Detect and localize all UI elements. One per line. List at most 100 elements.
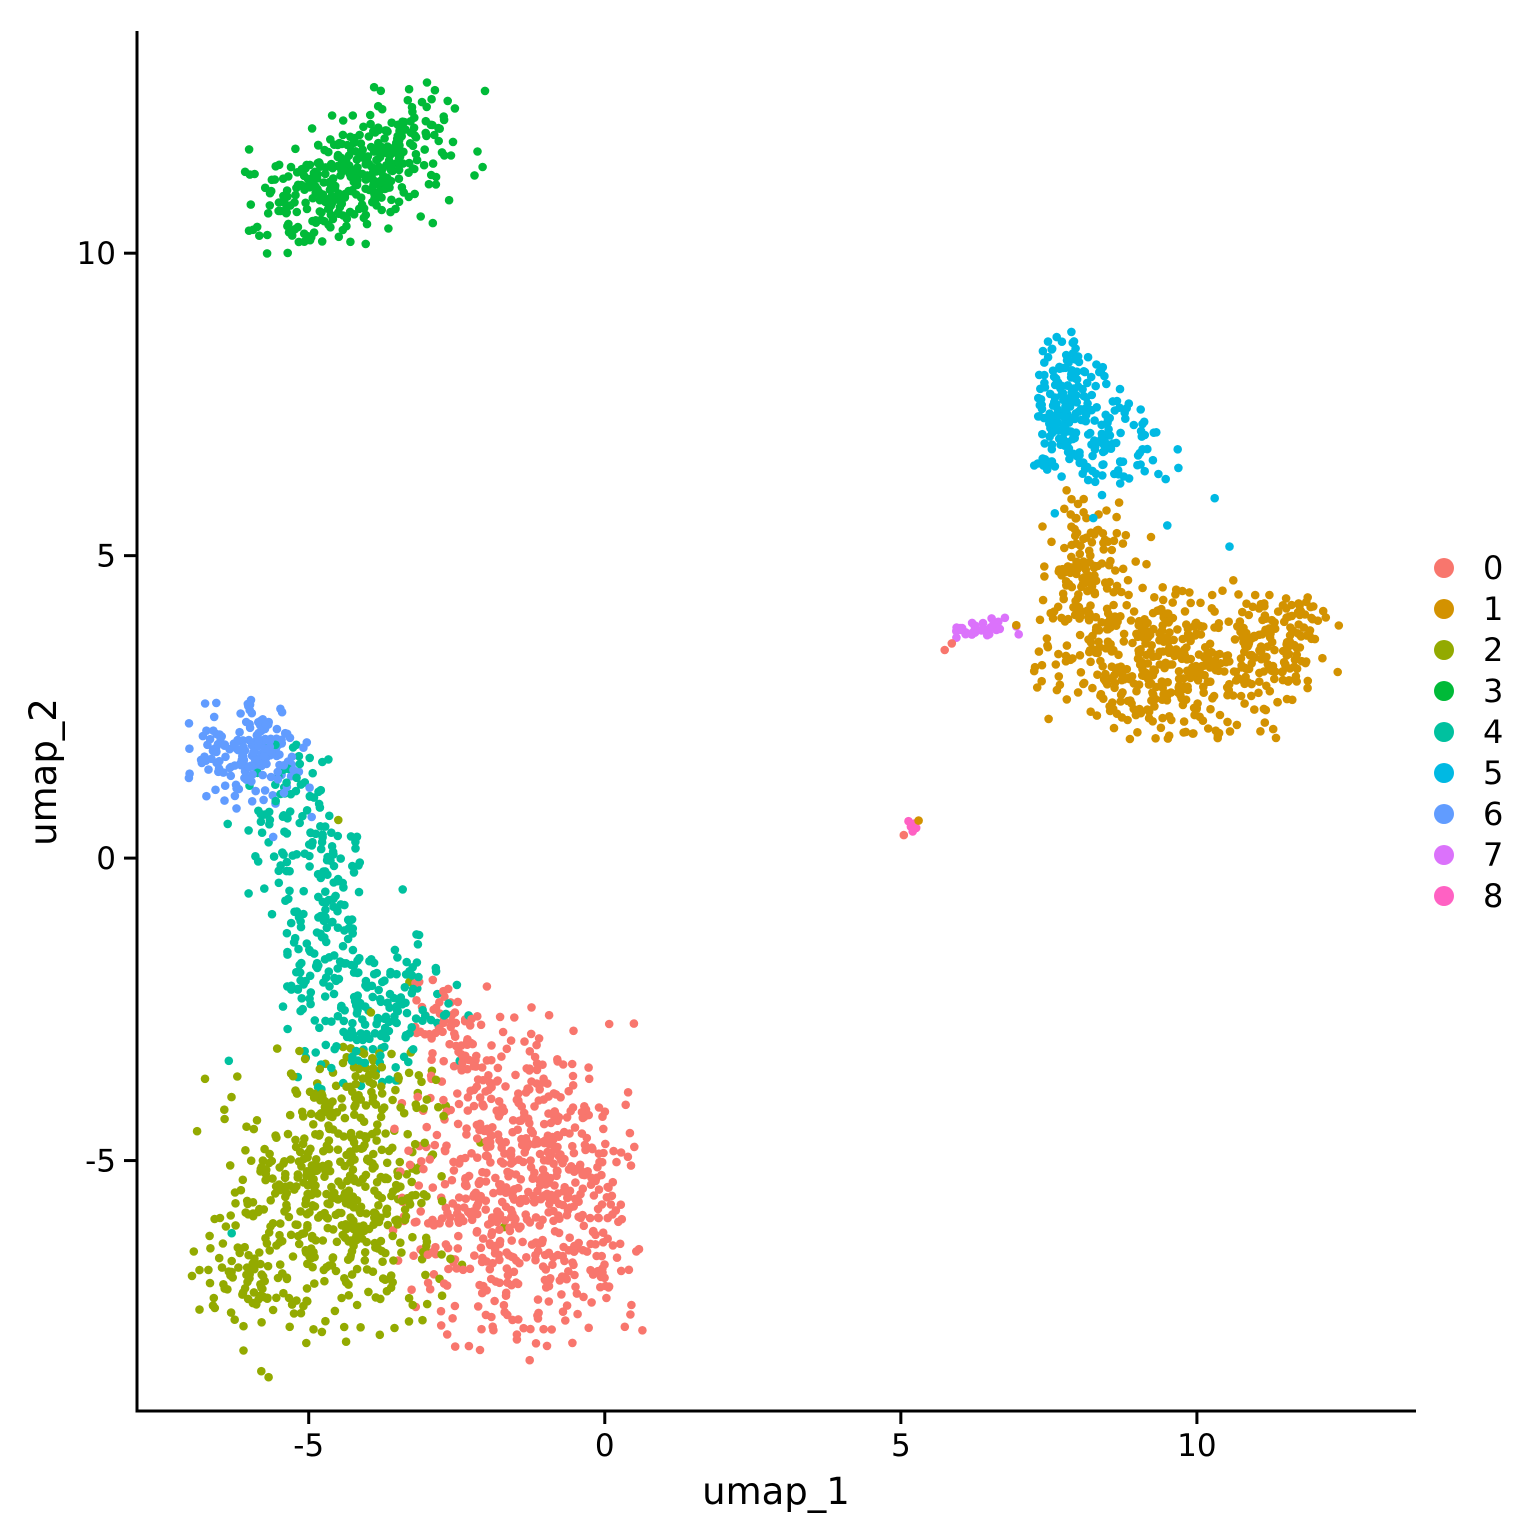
data-point xyxy=(380,1023,390,1033)
data-point xyxy=(305,971,315,981)
data-point xyxy=(283,814,292,823)
data-point xyxy=(1318,606,1328,616)
data-point xyxy=(244,145,254,154)
data-point xyxy=(1040,562,1049,571)
data-point xyxy=(568,1338,577,1348)
data-point xyxy=(414,972,423,982)
data-point xyxy=(339,1322,349,1332)
data-point xyxy=(1114,498,1124,507)
data-point xyxy=(430,1140,440,1150)
data-point xyxy=(285,807,295,816)
data-point xyxy=(307,124,317,133)
data-point xyxy=(321,1166,330,1175)
data-point xyxy=(368,1267,378,1276)
data-point xyxy=(519,1323,528,1333)
data-point xyxy=(411,1100,421,1109)
data-point xyxy=(348,945,358,955)
data-point xyxy=(448,1199,458,1208)
data-point xyxy=(530,1102,539,1111)
legend-item-3: 3 xyxy=(1434,672,1503,710)
data-point xyxy=(1086,657,1095,667)
data-point xyxy=(283,1024,292,1034)
data-point xyxy=(1054,649,1063,659)
data-point xyxy=(340,926,349,935)
data-point xyxy=(257,1270,267,1279)
data-point xyxy=(1040,439,1049,448)
y-tick-label: 0 xyxy=(96,841,116,877)
data-point xyxy=(400,983,410,992)
data-point xyxy=(609,1146,618,1156)
data-point xyxy=(344,1291,354,1300)
data-point xyxy=(295,759,305,769)
data-point xyxy=(257,1366,266,1376)
data-point xyxy=(1088,631,1097,641)
data-point xyxy=(414,1181,424,1190)
data-point xyxy=(512,1095,522,1105)
data-point xyxy=(1087,538,1097,547)
data-point xyxy=(251,786,260,796)
data-point xyxy=(482,1168,491,1178)
data-point xyxy=(321,905,330,915)
data-point xyxy=(1285,631,1295,640)
data-point xyxy=(535,1085,544,1094)
data-point xyxy=(1220,667,1229,676)
data-point xyxy=(1108,439,1118,448)
data-point xyxy=(320,145,329,155)
data-point xyxy=(1180,649,1189,658)
data-point xyxy=(373,1015,383,1025)
data-point xyxy=(238,751,247,761)
data-point xyxy=(638,1326,647,1335)
y-tick-label: -5 xyxy=(85,1144,116,1180)
data-point xyxy=(544,1297,554,1306)
data-point xyxy=(1051,399,1061,409)
data-point xyxy=(495,1278,504,1288)
data-point xyxy=(1174,683,1183,692)
data-point xyxy=(401,1030,411,1040)
data-point xyxy=(1236,654,1246,663)
data-point xyxy=(273,767,283,777)
data-point xyxy=(1083,352,1093,362)
data-point xyxy=(315,1023,324,1033)
data-point xyxy=(422,1241,431,1251)
data-point xyxy=(1062,695,1072,704)
data-point xyxy=(266,1196,276,1205)
data-point xyxy=(292,967,301,977)
data-point xyxy=(1040,572,1049,581)
data-point xyxy=(1094,637,1103,647)
data-point xyxy=(503,1167,512,1177)
data-point xyxy=(403,95,413,105)
data-point xyxy=(413,940,423,949)
data-point xyxy=(239,1321,248,1331)
data-point xyxy=(469,1061,479,1071)
data-point xyxy=(495,1186,505,1196)
data-point xyxy=(571,1164,580,1174)
data-point xyxy=(426,170,436,180)
data-point xyxy=(600,1273,609,1283)
data-point xyxy=(1107,545,1117,555)
data-point xyxy=(502,1248,511,1257)
data-point xyxy=(460,1153,470,1163)
data-point xyxy=(1073,688,1083,697)
data-point xyxy=(1054,567,1064,576)
data-point xyxy=(1107,662,1117,671)
data-point xyxy=(467,1014,476,1024)
data-point xyxy=(324,755,333,764)
data-point xyxy=(424,179,434,189)
data-point xyxy=(331,1266,341,1276)
data-point xyxy=(442,1141,451,1150)
data-point xyxy=(1057,337,1067,347)
data-point xyxy=(379,1103,389,1112)
data-point xyxy=(328,214,338,224)
data-point xyxy=(1037,660,1047,670)
data-point xyxy=(1078,579,1088,589)
data-point xyxy=(486,1158,495,1167)
data-point xyxy=(204,765,213,774)
data-point xyxy=(450,1008,460,1017)
data-point xyxy=(1119,637,1129,646)
data-point xyxy=(1287,600,1296,610)
data-point xyxy=(376,1082,386,1091)
data-point xyxy=(299,1178,308,1187)
data-point xyxy=(323,1223,333,1233)
data-point xyxy=(495,1180,504,1189)
data-point xyxy=(458,1265,468,1275)
